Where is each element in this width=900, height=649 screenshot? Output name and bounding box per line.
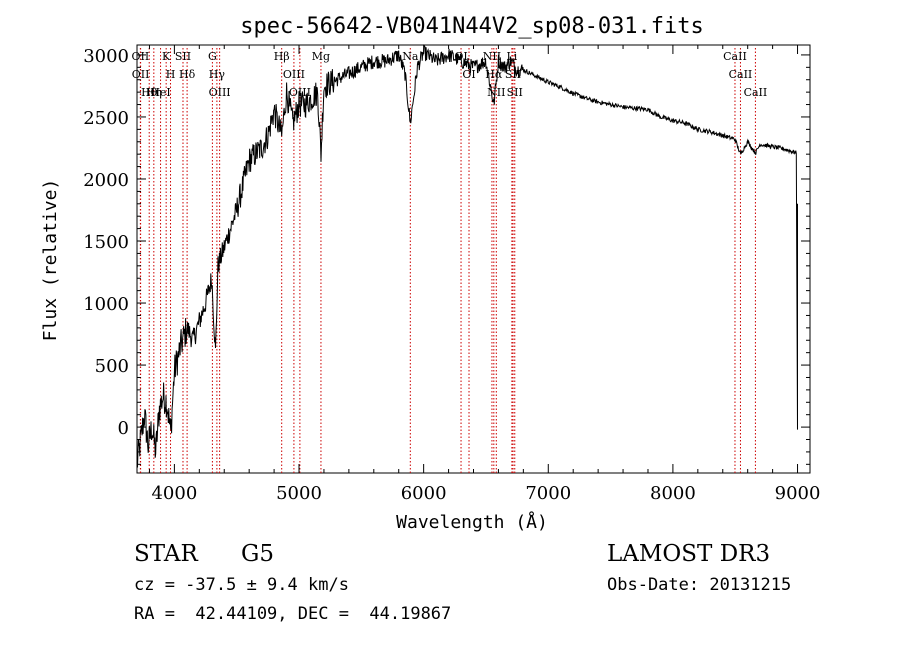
- y-tick-label: 2000: [83, 170, 129, 191]
- object-subclass: G5: [241, 541, 274, 567]
- x-tick-label: 4000: [151, 483, 197, 504]
- redshift-value: cz = -37.5 ± 9.4 km/s: [134, 575, 349, 595]
- line-marker-label: OIII: [283, 68, 305, 81]
- line-marker-label: Na: [402, 50, 419, 63]
- x-tick-label: 9000: [775, 483, 821, 504]
- line-marker-label: Hβ: [274, 50, 290, 63]
- info-block: STAR G5 LAMOST DR3 cz = -37.5 ± 9.4 km/s…: [134, 541, 791, 624]
- spectrum-line: [136, 44, 798, 468]
- line-marker-label: OIII: [289, 86, 311, 99]
- line-marker-label: Hδ: [179, 68, 196, 81]
- line-marker-label: OII: [132, 50, 150, 63]
- line-markers: [139, 48, 756, 473]
- line-marker-label: NII: [483, 50, 501, 63]
- line-marker-label: OII: [132, 68, 150, 81]
- line-marker-label: OI: [462, 68, 475, 81]
- line-marker-label: CaII: [729, 68, 753, 81]
- line-marker-label: G: [208, 50, 217, 63]
- line-marker-label: Hη: [146, 86, 162, 99]
- line-marker-label: CaII: [744, 86, 768, 99]
- y-axis: 0 500 1000 1500 2000 2500 3000: [83, 46, 810, 465]
- line-marker-label: SII: [507, 86, 523, 99]
- line-marker-label: HeI: [150, 86, 170, 99]
- x-axis: 4000 5000 6000 7000 8000 9000: [148, 45, 821, 504]
- y-tick-label: 1500: [83, 232, 129, 253]
- line-marker-label: Hθ: [141, 86, 158, 99]
- line-marker-label: Hγ: [209, 68, 226, 81]
- line-marker-label: Mg: [312, 50, 330, 63]
- y-tick-label: 0: [118, 418, 129, 439]
- x-tick-label: 5000: [276, 483, 322, 504]
- x-tick-label: 6000: [401, 483, 447, 504]
- y-axis-label: Flux (relative): [40, 179, 61, 342]
- line-marker-label: Li: [506, 50, 517, 63]
- x-tick-label: 7000: [525, 483, 571, 504]
- y-tick-label: 2500: [83, 108, 129, 129]
- chart-title: spec-56642-VB041N44V2_sp08-031.fits: [240, 14, 704, 39]
- x-axis-label: Wavelength (Å): [396, 511, 548, 533]
- line-marker-label: CaII: [723, 50, 747, 63]
- line-marker-label: SII: [175, 50, 191, 63]
- object-class: STAR: [134, 541, 198, 567]
- line-marker-label: H: [166, 68, 176, 81]
- y-tick-label: 500: [95, 356, 129, 377]
- y-tick-label: 1000: [83, 294, 129, 315]
- coordinates: RA = 42.44109, DEC = 44.19867: [134, 604, 451, 624]
- y-tick-label: 3000: [83, 46, 129, 67]
- x-tick-label: 8000: [650, 483, 696, 504]
- survey-name: LAMOST DR3: [607, 541, 770, 567]
- obs-date: Obs-Date: 20131215: [607, 575, 791, 595]
- plot-frame: [136, 44, 811, 474]
- line-marker-label: OIII: [209, 86, 231, 99]
- line-marker-label: Hα: [485, 68, 503, 81]
- line-marker-label: K: [162, 50, 171, 63]
